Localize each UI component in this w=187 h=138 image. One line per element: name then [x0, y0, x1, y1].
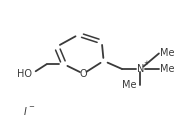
Text: HO: HO	[17, 69, 32, 79]
Text: O: O	[79, 69, 87, 79]
Text: Me: Me	[160, 64, 174, 74]
Text: −: −	[28, 104, 34, 110]
Text: N: N	[137, 64, 144, 74]
Text: +: +	[143, 60, 149, 66]
Text: I: I	[24, 107, 27, 117]
Text: Me: Me	[160, 48, 174, 59]
Text: Me: Me	[122, 79, 137, 90]
